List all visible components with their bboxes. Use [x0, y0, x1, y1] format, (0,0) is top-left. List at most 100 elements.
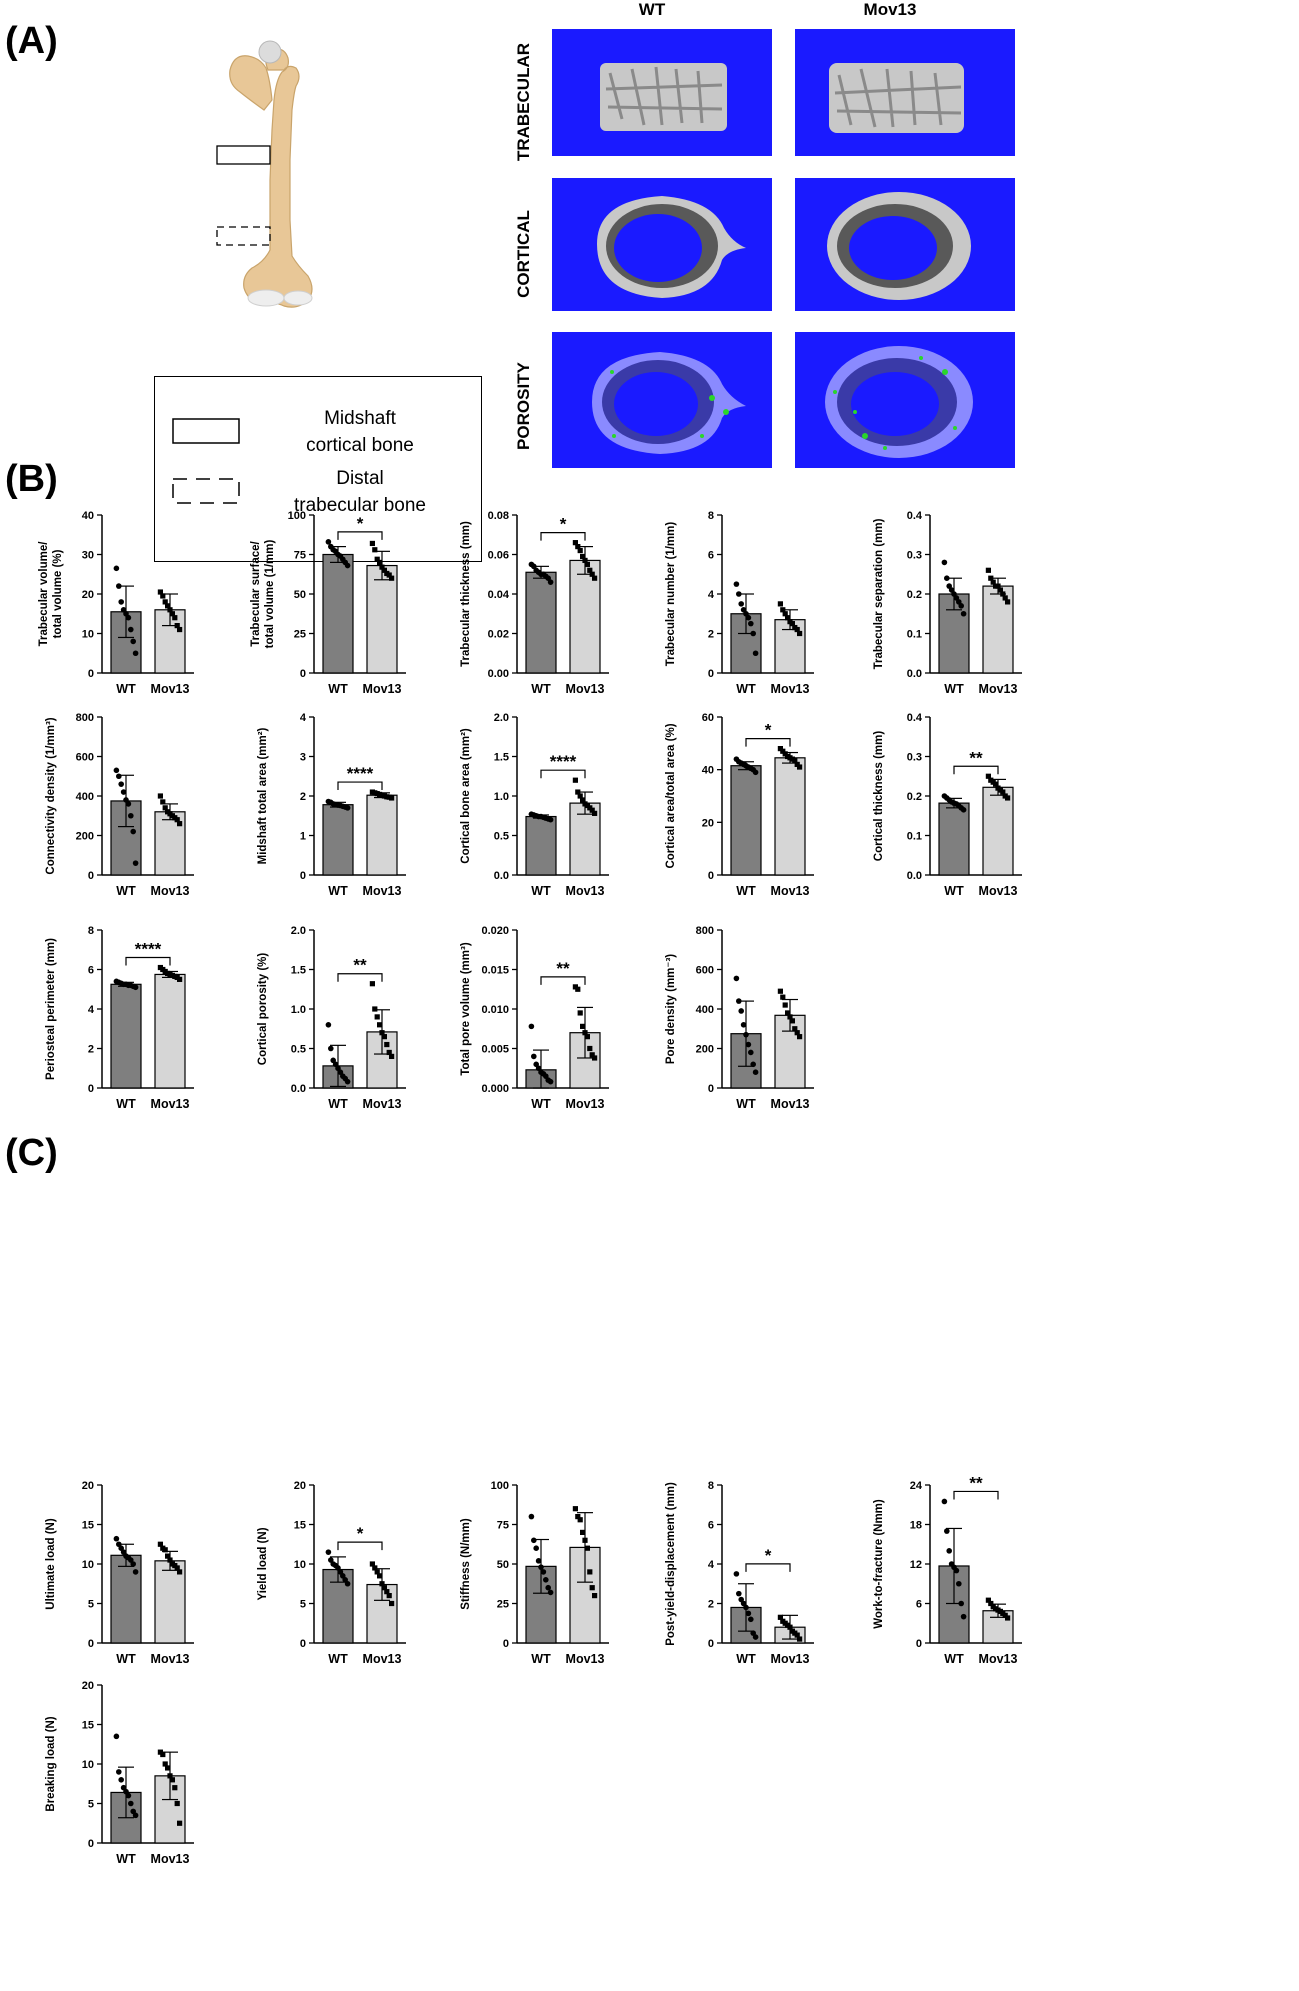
- data-point: [377, 1573, 383, 1579]
- scan-wt-cortical: [552, 178, 772, 311]
- data-point: [985, 773, 991, 779]
- data-point: [745, 614, 752, 621]
- bar-mov13: [982, 786, 1014, 876]
- data-point: [174, 817, 180, 823]
- data-point: [116, 773, 122, 780]
- data-point: [389, 575, 395, 581]
- y-tick-label: 2: [300, 791, 306, 803]
- y-tick-label: 8: [708, 510, 714, 522]
- data-point: [325, 1549, 332, 1555]
- data-point: [956, 1580, 962, 1587]
- data-point: [750, 630, 756, 637]
- data-point: [535, 1558, 542, 1564]
- x-tick-label: Mov13: [771, 1097, 810, 1111]
- data-point: [165, 603, 171, 609]
- x-tick-label: Mov13: [151, 1652, 190, 1666]
- y-axis-label: Trabecular number (1/mm): [665, 522, 677, 667]
- data-point: [177, 1569, 183, 1575]
- x-tick-label: Mov13: [363, 682, 402, 696]
- scan-mov13-cortical: [795, 178, 1015, 311]
- data-point: [941, 559, 948, 566]
- significance-label: *: [560, 515, 567, 534]
- data-point: [372, 547, 378, 553]
- data-point: [344, 805, 351, 811]
- y-axis-label: Trabecular separation (mm): [873, 518, 885, 669]
- bar-chart: 0 25 50 75 100 Trabecular surface/total volum…: [250, 510, 406, 696]
- x-tick-label: WT: [944, 1652, 964, 1666]
- y-tick-label: 2: [88, 1044, 94, 1056]
- data-point: [325, 1022, 332, 1028]
- y-tick-label: 2: [708, 1599, 714, 1611]
- data-point: [777, 746, 783, 752]
- y-tick-label: 15: [82, 1520, 94, 1532]
- data-point: [750, 1061, 756, 1068]
- y-tick-label: 8: [88, 925, 94, 937]
- data-point: [120, 789, 127, 795]
- data-point: [325, 539, 332, 545]
- data-point: [592, 810, 598, 816]
- data-point: [162, 599, 168, 605]
- x-tick-label: Mov13: [979, 884, 1018, 898]
- data-point: [575, 789, 581, 795]
- data-point: [528, 1513, 535, 1520]
- data-point: [752, 650, 759, 657]
- data-point: [738, 601, 744, 607]
- data-point: [589, 807, 595, 813]
- data-point: [944, 1528, 950, 1534]
- x-tick-label: Mov13: [151, 884, 190, 898]
- data-point: [785, 615, 791, 621]
- significance-bracket: [337, 531, 383, 540]
- data-point: [528, 1023, 535, 1030]
- data-point: [1005, 795, 1011, 801]
- panel-label-c: (C): [5, 1132, 58, 1174]
- x-tick-label: Mov13: [151, 1852, 190, 1866]
- data-point: [177, 626, 183, 633]
- data-point: [740, 1022, 747, 1028]
- y-axis-label: Midshaft total area (mm²): [257, 727, 269, 864]
- data-point: [789, 621, 795, 627]
- data-point: [547, 1589, 554, 1596]
- data-point: [787, 1624, 793, 1630]
- y-tick-label: 4: [708, 1559, 715, 1571]
- legend-box: Midshaft cortical bone Distal trabecular…: [154, 376, 482, 562]
- y-tick-label: 0: [88, 668, 94, 680]
- significance-label: *: [357, 514, 364, 533]
- data-point: [381, 567, 387, 573]
- y-tick-label: 4: [708, 589, 715, 601]
- y-tick-label: 0: [88, 1638, 94, 1650]
- data-point: [174, 1565, 180, 1571]
- data-point: [377, 1022, 383, 1028]
- data-point: [547, 579, 554, 585]
- y-tick-label: 0.000: [481, 1083, 509, 1095]
- data-point: [958, 603, 964, 609]
- bar-chart: 0 5 10 15 20 Ultimate load (N) WT Mov13: [45, 1480, 194, 1666]
- data-point: [174, 623, 180, 629]
- y-tick-label: 0: [916, 1638, 922, 1650]
- data-point: [797, 1034, 803, 1040]
- x-tick-label: Mov13: [771, 1652, 810, 1666]
- x-tick-label: WT: [531, 1097, 551, 1111]
- data-point: [743, 1604, 749, 1611]
- y-tick-label: 0.1: [907, 629, 922, 641]
- y-tick-label: 1.5: [291, 965, 306, 977]
- data-point: [592, 1593, 598, 1599]
- x-tick-label: WT: [328, 682, 348, 696]
- data-point: [372, 1565, 378, 1571]
- x-tick-label: Mov13: [771, 682, 810, 696]
- data-point: [386, 572, 392, 578]
- y-tick-label: 600: [696, 965, 714, 977]
- y-axis-label: Breaking load (N): [45, 1716, 57, 1811]
- x-tick-label: WT: [531, 884, 551, 898]
- bar-chart: 0 10 20 30 40 Trabecular volume/total volume …: [38, 510, 194, 696]
- data-point: [743, 1031, 749, 1038]
- data-point: [384, 1589, 390, 1595]
- y-tick-label: 0: [708, 870, 714, 882]
- femur-illustration: [216, 40, 313, 308]
- data-point: [113, 767, 120, 774]
- bar-wt: [938, 802, 970, 876]
- data-point: [344, 1580, 351, 1587]
- data-point: [738, 1008, 744, 1014]
- data-point: [130, 828, 136, 835]
- data-point: [941, 1498, 948, 1505]
- data-point: [960, 610, 967, 617]
